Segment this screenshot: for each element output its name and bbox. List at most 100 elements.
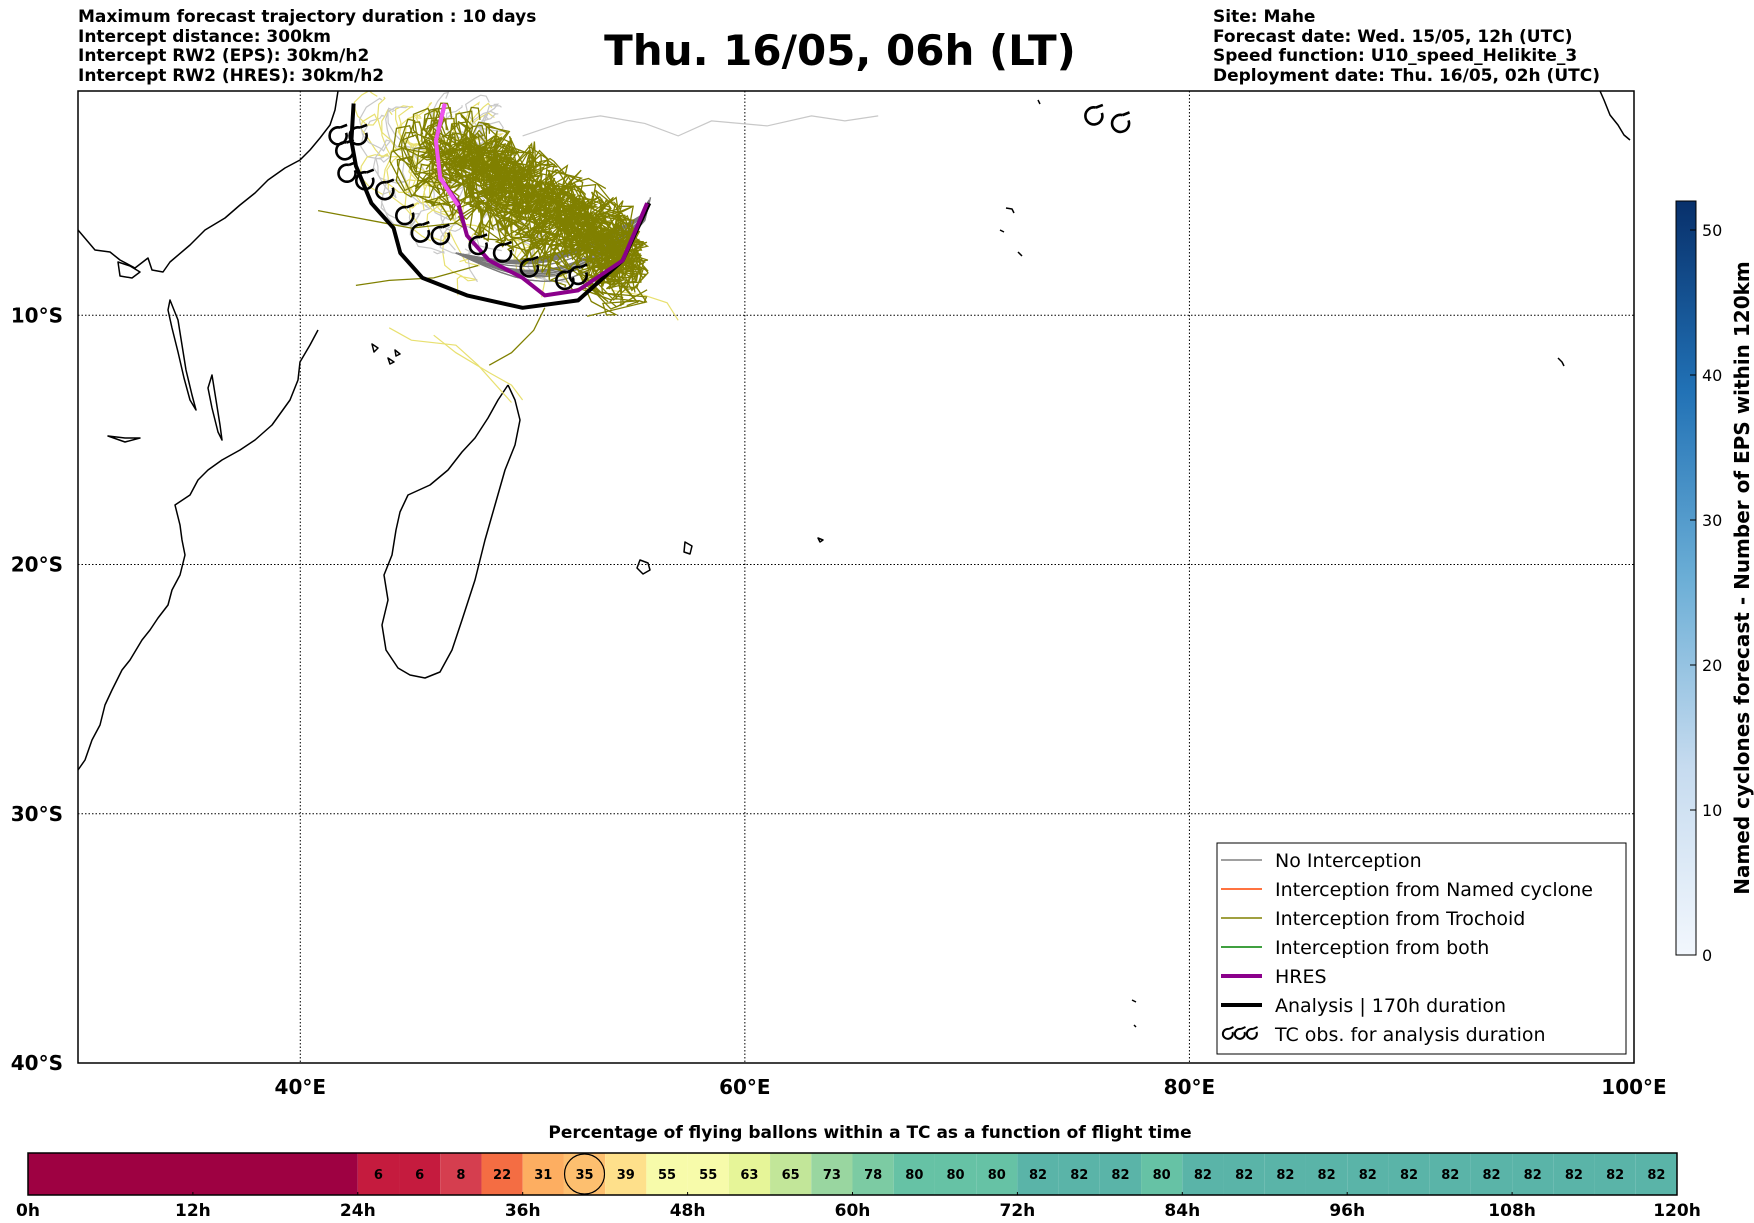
tc-symbol-icon (375, 178, 395, 201)
tc-symbol-icon (335, 138, 355, 161)
flight-bar-value: 82 (1482, 1168, 1500, 1183)
flight-bar-cell (852, 1153, 894, 1195)
lon-label: 40°E (275, 1075, 327, 1099)
maldives-islands (1037, 91, 1631, 141)
flight-time-bar: Percentage of flying ballons within a TC… (16, 1123, 1701, 1221)
flight-bar-value: 73 (823, 1168, 841, 1183)
latitude-labels: 10°S 20°S 30°S 40°S (11, 303, 63, 1075)
flight-bar-time-label: 12h (175, 1201, 211, 1221)
flight-bar-cell (1553, 1153, 1595, 1195)
lon-label: 60°E (719, 1075, 771, 1099)
flight-bar-value: 82 (1029, 1168, 1047, 1183)
tc-symbol-icon (1084, 103, 1104, 126)
map: 10°S 20°S 30°S 40°S 40°E 60°E 80°E 100°E (11, 90, 1667, 1099)
flight-bar-value: 82 (1606, 1168, 1624, 1183)
flight-bar-cell (440, 1153, 482, 1195)
flight-bar-value: 80 (905, 1168, 923, 1183)
lake-mweru (107, 435, 141, 443)
flight-bar-cell (1017, 1153, 1059, 1195)
legend-label: HRES (1275, 966, 1327, 988)
flight-bar-cell (1305, 1153, 1348, 1195)
seychelles-islands (999, 207, 1023, 257)
mozambique-coastline (78, 329, 319, 771)
tc-symbol-icon (337, 161, 357, 184)
flight-bar-cell (481, 1153, 523, 1195)
flight-bar-time-label: 0h (16, 1201, 40, 1221)
flight-bar-value: 80 (988, 1168, 1006, 1183)
flight-bar-time-label: 108h (1488, 1201, 1536, 1221)
flight-bar-cell (646, 1153, 688, 1195)
flight-bar-cell (934, 1153, 977, 1195)
lat-label: 30°S (11, 802, 63, 826)
flight-bar-time-label: 24h (340, 1201, 376, 1221)
header-line-speed-function: Speed function: U10_speed_Helikite_3 (1213, 46, 1578, 66)
tc-symbol-icon (355, 168, 375, 191)
chagos-island (1557, 357, 1565, 367)
colorbar-label: Named cyclones forecast - Number of EPS … (1730, 261, 1754, 895)
header-line-site: Site: Mahe (1213, 7, 1316, 27)
flight-bar-value: 55 (658, 1168, 676, 1183)
lat-label: 40°S (11, 1051, 63, 1075)
flight-bar-value: 82 (1359, 1168, 1377, 1183)
mauritius-island (683, 541, 693, 555)
legend-label: No Interception (1275, 850, 1422, 872)
header-line-intercept-eps: Intercept RW2 (EPS): 30km/h2 (78, 46, 370, 66)
legend-label: Interception from both (1275, 937, 1489, 959)
flight-bar-value: 80 (1153, 1168, 1171, 1183)
flight-bar-cell (687, 1153, 729, 1195)
colorbar-gradient (1675, 200, 1697, 956)
tc-symbol-icon (328, 123, 348, 146)
madagascar-coastline (381, 384, 521, 679)
background-trajectory (388, 327, 512, 403)
forecast-trajectories (317, 91, 1131, 403)
flight-bar-title: Percentage of flying ballons within a TC… (548, 1123, 1191, 1143)
flight-bar-time-label: 48h (670, 1201, 706, 1221)
colorbar-tick-label: 40 (1702, 366, 1722, 385)
legend-label: TC obs. for analysis duration (1274, 1024, 1546, 1046)
legend-label: Interception from Trochoid (1275, 908, 1525, 930)
trochoid-trajectory (317, 209, 456, 229)
flight-bar-value: 82 (1647, 1168, 1665, 1183)
legend: No Interception Interception from Named c… (1216, 842, 1627, 1055)
flight-bar-value: 82 (1400, 1168, 1418, 1183)
legend-label: Interception from Named cyclone (1275, 879, 1593, 901)
map-gridlines (78, 91, 1634, 1063)
flight-bar-cell (605, 1153, 647, 1195)
flight-bar-time-label: 72h (1000, 1201, 1036, 1221)
trochoid-trajectory (403, 121, 637, 282)
tc-symbol-icon (430, 223, 451, 246)
legend-box (1216, 842, 1627, 1055)
colorbar-tick-label: 20 (1702, 656, 1722, 675)
flight-bar-time-label: 120h (1653, 1201, 1701, 1221)
flight-bar-cell (893, 1153, 935, 1195)
background-trajectory (376, 96, 422, 228)
flight-bar-value: 35 (575, 1168, 593, 1183)
rodrigues-island (817, 537, 824, 543)
flight-bar-value: 22 (493, 1168, 511, 1183)
flight-bar-cell (1099, 1153, 1142, 1195)
flight-bar-value: 82 (1441, 1168, 1459, 1183)
tc-symbol-icon (492, 240, 513, 263)
flight-bar-cell (811, 1153, 853, 1195)
africa-coastline (78, 91, 339, 273)
colorbar-tick-label: 30 (1702, 511, 1722, 530)
header-right: Site: Mahe Forecast date: Wed. 15/05, 12… (1213, 7, 1600, 86)
lon-label: 100°E (1601, 1075, 1666, 1099)
lake-tanganyika (167, 299, 197, 411)
flight-bar-cell (1141, 1153, 1183, 1195)
flight-bar-value: 65 (782, 1168, 800, 1183)
amsterdam-island (1131, 999, 1137, 1028)
flight-bar-value: 6 (374, 1168, 383, 1183)
flight-bar-cell (1264, 1153, 1306, 1195)
longitude-labels: 40°E 60°E 80°E 100°E (275, 1075, 1667, 1099)
colorbar-tick-label: 0 (1702, 946, 1712, 965)
coastlines (78, 91, 1631, 1028)
header-left: Maximum forecast trajectory duration : 1… (78, 7, 537, 86)
legend-label: Analysis | 170h duration (1275, 995, 1506, 1017)
flight-bar-cell (1594, 1153, 1636, 1195)
header-line-max-duration: Maximum forecast trajectory duration : 1… (78, 7, 537, 27)
colorbar: 0 10 20 30 40 50 Named cyclones forecast - Nu… (1675, 200, 1754, 965)
flight-bar-value: 78 (864, 1168, 882, 1183)
lake-victoria (117, 261, 141, 279)
